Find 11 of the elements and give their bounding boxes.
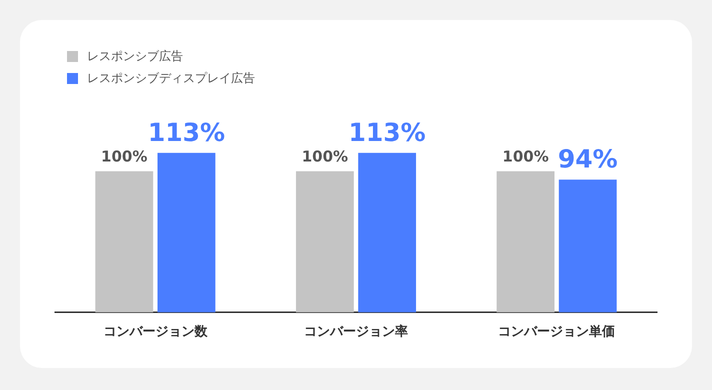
x-tick-label: コンバージョン単価 bbox=[498, 324, 616, 340]
data-label: 113% bbox=[148, 118, 226, 147]
data-label: 100% bbox=[502, 148, 549, 166]
data-label: 100% bbox=[101, 148, 148, 166]
x-tick-label: コンバージョン率 bbox=[304, 324, 408, 340]
data-label: 94% bbox=[558, 144, 618, 174]
data-label: 100% bbox=[302, 148, 348, 166]
legend-label: レスポンシブ広告 bbox=[87, 48, 183, 64]
legend-label: レスポンシブディスプレイ広告 bbox=[87, 70, 255, 86]
x-tick-label: コンバージョン数 bbox=[103, 324, 208, 340]
data-label: 113% bbox=[348, 118, 426, 147]
